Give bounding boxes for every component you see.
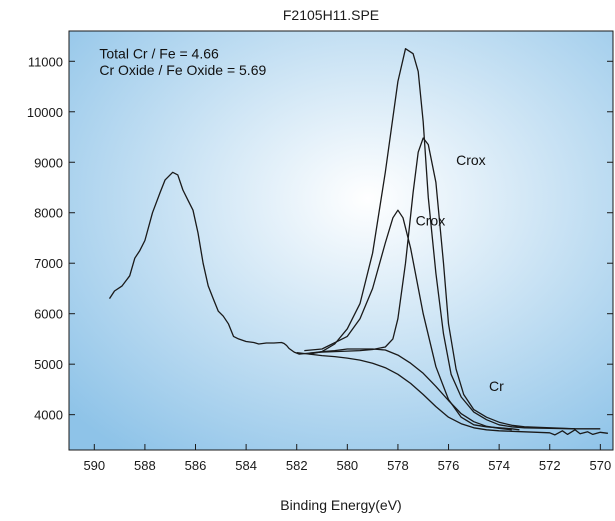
x-tick-label: 576 bbox=[438, 458, 460, 473]
y-tick-label: 5000 bbox=[34, 357, 63, 372]
x-tick-label: 590 bbox=[83, 458, 105, 473]
x-tick-label: 588 bbox=[134, 458, 156, 473]
x-axis: 590 588 586 584 582 580 578 576 574 572 570 bbox=[83, 444, 611, 473]
y-tick-label: 4000 bbox=[34, 408, 63, 423]
x-tick-label: 586 bbox=[185, 458, 207, 473]
x-tick-label: 574 bbox=[488, 458, 510, 473]
series-group bbox=[108, 48, 608, 436]
plot-area bbox=[68, 30, 614, 451]
x-tick-label: 570 bbox=[589, 458, 611, 473]
y-tick-label: 11000 bbox=[28, 54, 63, 69]
series-line-5 bbox=[296, 351, 608, 436]
y-tick-label: 10000 bbox=[27, 105, 63, 120]
series-line-3 bbox=[304, 209, 520, 431]
x-axis-label: Binding Energy(eV) bbox=[280, 497, 401, 513]
y-tick-label: 8000 bbox=[34, 206, 63, 221]
annotation-2: Cr Oxide / Fe Oxide = 5.69 bbox=[99, 62, 266, 78]
series-line-1 bbox=[108, 171, 512, 431]
series-line-2 bbox=[309, 48, 601, 430]
chart-title: F2105H11.SPE bbox=[283, 7, 379, 23]
annotation-1: Total Cr / Fe = 4.66 bbox=[99, 45, 219, 61]
y-axis: 4000 5000 6000 7000 8000 9000 10000 11000 bbox=[27, 54, 613, 423]
annotation-5: Cr bbox=[489, 378, 504, 394]
x-tick-label: 582 bbox=[286, 458, 308, 473]
y-tick-label: 6000 bbox=[34, 307, 63, 322]
x-tick-label: 580 bbox=[336, 458, 358, 473]
y-tick-label: 7000 bbox=[34, 256, 63, 271]
x-tick-label: 578 bbox=[387, 458, 409, 473]
x-tick-label: 572 bbox=[539, 458, 561, 473]
annotation-4: Crox bbox=[416, 212, 446, 228]
x-tick-label: 584 bbox=[235, 458, 257, 473]
y-tick-label: 9000 bbox=[34, 155, 63, 170]
annotation-3: Crox bbox=[456, 152, 486, 168]
series-line-4 bbox=[309, 137, 576, 430]
